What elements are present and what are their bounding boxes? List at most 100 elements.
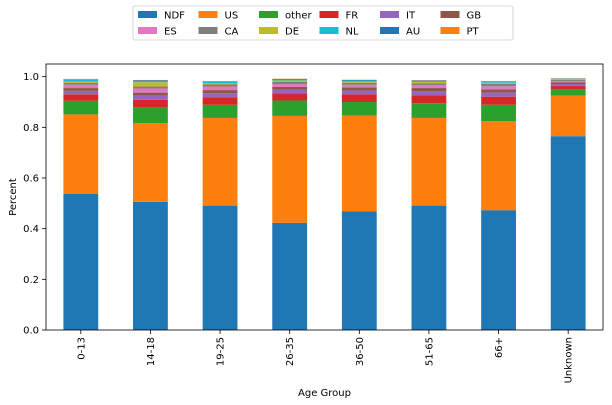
bar-segment-fr-5 (411, 95, 447, 104)
bar-segment-ca-4 (341, 82, 377, 85)
bar-segment-es-7 (550, 80, 586, 83)
x-tick-label: 51-65 (424, 337, 435, 366)
bar-segment-it-2 (202, 93, 238, 98)
bar-segment-fr-6 (481, 96, 516, 105)
y-tick-label: 1.0 (23, 72, 39, 83)
bar-segment-us-1 (133, 123, 168, 202)
bar-segment-us-6 (481, 121, 516, 211)
bar-segment-ca-3 (272, 81, 308, 85)
y-tick-label: 0.0 (23, 326, 39, 337)
bar-segment-fr-2 (202, 97, 238, 105)
bar-segment-nl-3 (272, 79, 308, 81)
legend-swatch-gb (440, 11, 460, 18)
plot-frame (45, 63, 604, 331)
bar-segment-ndf-5 (411, 205, 447, 330)
bars (63, 78, 586, 330)
bar-segment-de-1 (133, 82, 168, 87)
bar-segment-us-2 (202, 117, 238, 206)
bar-segment-fr-0 (63, 94, 99, 101)
bar-segment-other-1 (133, 107, 168, 124)
legend-swatch-es (138, 27, 157, 34)
y-tick-label: 0.6 (23, 174, 39, 185)
bar-segment-gb-3 (272, 86, 308, 90)
legend-label-gb: GB (467, 11, 482, 22)
legend-label-ca: CA (225, 27, 239, 38)
bar-segment-other-0 (63, 100, 99, 115)
bar-segment-au-6 (481, 81, 516, 82)
x-axis-ticks: 0-13 14-18 19-25 26-35 36-50 51-65 66+ Unknown (76, 330, 575, 383)
bar-segment-es-4 (341, 84, 377, 88)
x-tick-label: 26-35 (285, 337, 296, 366)
bar-segment-it-7 (550, 84, 586, 87)
bar-segment-au-2 (202, 81, 238, 82)
bar-segment-gb-0 (63, 88, 99, 91)
bar-segment-it-3 (272, 89, 308, 94)
y-tick-label: 0.8 (23, 123, 39, 134)
bar-segment-ndf-4 (341, 211, 377, 330)
bar-segment-nl-7 (550, 78, 586, 80)
bar-segment-de-0 (63, 81, 99, 83)
bar-segment-de-6 (481, 82, 516, 85)
bar-segment-ca-6 (481, 84, 516, 87)
bar-segment-fr-4 (341, 94, 377, 102)
bar-segment-gb-7 (550, 82, 586, 85)
legend-label-au: AU (406, 27, 420, 38)
legend-label-nl: NL (346, 27, 359, 38)
bar-segment-it-0 (63, 90, 99, 95)
legend-box (132, 5, 514, 41)
bar-segment-gb-2 (202, 90, 238, 94)
bar-segment-ca-5 (411, 83, 447, 86)
bar-segment-ndf-0 (63, 193, 99, 330)
legend-swatch-nl (319, 27, 339, 34)
y-axis-ticks: 0.0 0.2 0.4 0.6 0.8 1.0 (23, 72, 46, 337)
bar-segment-ca-2 (202, 84, 238, 87)
bar-segment-nl-0 (63, 79, 99, 82)
y-axis-label: Percent (8, 178, 19, 216)
legend-label-fr: FR (346, 11, 359, 22)
legend-label-other: other (285, 11, 313, 22)
legend-label-de: DE (285, 27, 299, 38)
bar-segment-de-4 (341, 81, 377, 83)
bar-segment-other-4 (341, 102, 377, 116)
bar-segment-gb-6 (481, 89, 516, 93)
bar-segment-ndf-6 (481, 210, 516, 330)
bar-segment-gb-5 (411, 88, 447, 92)
bar-segment-gb-4 (341, 87, 377, 91)
x-tick-label: 0-13 (76, 337, 87, 360)
bar-segment-ndf-7 (550, 136, 586, 330)
x-tick-label: 14-18 (146, 337, 157, 366)
bar-segment-us-4 (341, 115, 377, 212)
bar-segment-ndf-3 (272, 222, 308, 330)
bar-segment-nl-5 (411, 80, 447, 82)
bar-segment-it-4 (341, 90, 377, 95)
x-tick-label: 19-25 (216, 337, 227, 366)
bar-segment-de-3 (272, 80, 308, 82)
legend-label-pt: PT (467, 27, 480, 38)
bar-segment-us-7 (550, 95, 586, 137)
bar-segment-other-3 (272, 100, 308, 116)
bar-segment-gb-1 (133, 92, 168, 96)
bar-segment-it-5 (411, 91, 447, 96)
axes: 0.0 0.2 0.4 0.6 0.8 1.0 0-13 14-18 19-25 26-35 36… (8, 72, 575, 399)
x-tick-label: 36-50 (355, 337, 366, 366)
bar-segment-es-3 (272, 84, 308, 87)
legend-swatch-au (380, 27, 399, 34)
bar-segment-nl-4 (341, 80, 377, 82)
x-tick-label: 66+ (494, 337, 505, 358)
legend-swatch-de (259, 27, 278, 34)
bar-segment-fr-7 (550, 86, 586, 90)
bar-segment-au-4 (341, 79, 377, 81)
legend-label-it: IT (406, 11, 416, 22)
bar-segment-nl-6 (481, 81, 516, 83)
bar-segment-nl-2 (202, 81, 238, 83)
bar-segment-fr-3 (272, 93, 308, 101)
legend-swatch-other (259, 11, 278, 18)
bar-segment-es-0 (63, 84, 99, 89)
bar-segment-es-2 (202, 86, 238, 91)
bar-segment-ndf-1 (133, 201, 168, 330)
bar-segment-de-2 (202, 83, 238, 85)
bar-segment-us-5 (411, 117, 447, 206)
bar-segment-other-5 (411, 103, 447, 118)
bar-segment-it-1 (133, 95, 168, 100)
